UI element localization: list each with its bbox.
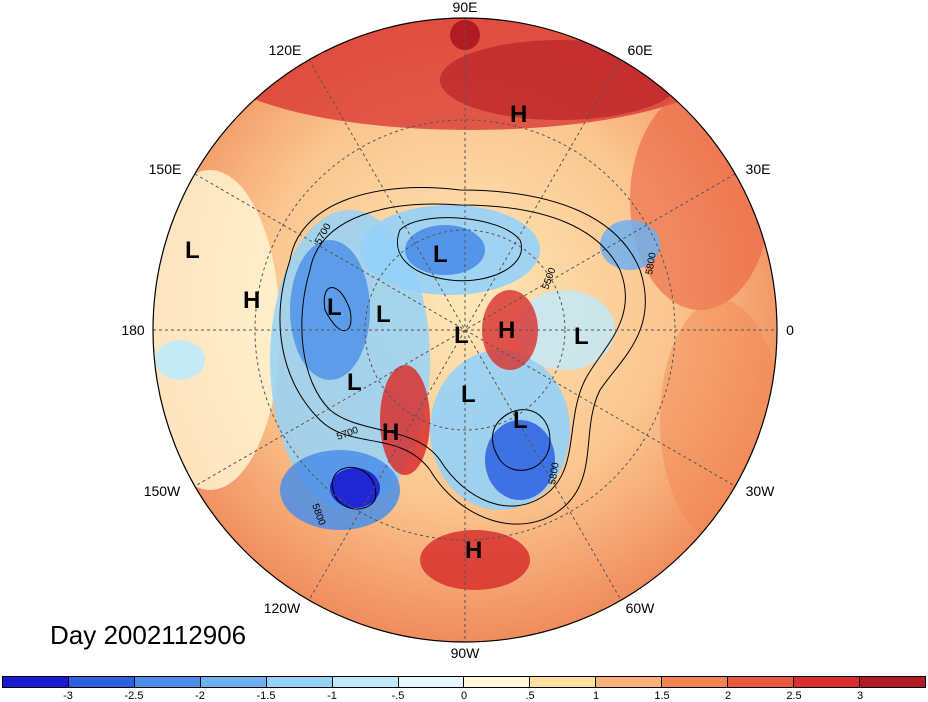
colorbar-labels: -3 -2.5 -2 -1.5 -1 -.5 0 .5 1 1.5 2 2.5 3 xyxy=(2,690,926,702)
colorbar-segment xyxy=(266,677,333,687)
lon-label: 120W xyxy=(264,600,301,616)
colorbar-tick-label: 2 xyxy=(724,690,732,702)
colorbar-segment xyxy=(398,677,465,687)
lon-label: 150E xyxy=(149,161,182,177)
colorbar-segment xyxy=(464,677,531,687)
low-pressure-center: L xyxy=(376,301,391,328)
colorbar-tick-label: 3 xyxy=(856,690,864,702)
colorbar-tick-label: -2 xyxy=(195,690,205,702)
colorbar-tick-label: 1.5 xyxy=(654,690,670,702)
colorbar-tick-label: 2.5 xyxy=(786,690,802,702)
lon-label: 90E xyxy=(453,0,478,15)
colorbar-segment xyxy=(332,677,399,687)
colorbar-tick-label: 1 xyxy=(592,690,600,702)
lon-label: 150W xyxy=(144,483,181,499)
colorbar xyxy=(2,676,926,688)
low-pressure-center: L xyxy=(461,381,476,408)
colorbar-tick-label: -.5 xyxy=(391,690,405,702)
height-contours xyxy=(279,187,646,525)
colorbar-segment xyxy=(859,677,925,687)
high-pressure-center: H xyxy=(243,287,260,314)
low-pressure-center: L xyxy=(574,323,589,350)
lon-label: 30E xyxy=(746,161,771,177)
lon-label: 60E xyxy=(628,42,653,58)
low-pressure-center: L xyxy=(454,322,469,349)
colorbar-tick-label: -1.5 xyxy=(256,690,276,702)
map-boundary xyxy=(152,17,778,643)
lon-label: 120E xyxy=(269,42,302,58)
pressure-centers: H L L H L L L H L L L H L H xyxy=(185,101,589,564)
map-title: Day 2002112906 xyxy=(50,620,247,650)
colorbar-tick-label: .5 xyxy=(525,690,535,702)
colorbar-segment xyxy=(794,677,860,687)
lon-label: 180 xyxy=(121,322,145,338)
longitude-labels: 90E 60E 30E 0 30W 60W 90W 120W 150W 180 … xyxy=(121,0,794,661)
colorbar-segment xyxy=(200,677,267,687)
high-pressure-center: H xyxy=(465,537,482,564)
lon-label: 90W xyxy=(451,645,481,661)
low-pressure-center: L xyxy=(185,237,200,264)
low-pressure-center: L xyxy=(327,294,342,321)
low-pressure-center: L xyxy=(513,407,528,434)
colorbar-segment xyxy=(662,677,729,687)
graticule xyxy=(153,18,777,642)
high-pressure-center: H xyxy=(498,317,515,344)
colorbar-tick-label: 0 xyxy=(460,690,468,702)
colorbar-segment xyxy=(134,677,201,687)
colorbar-segment xyxy=(596,677,663,687)
contour-label: 5800 xyxy=(547,461,562,485)
contour-label: 5800 xyxy=(644,251,659,275)
colorbar-tick-label: -2.5 xyxy=(124,690,144,702)
lon-label: 60W xyxy=(626,600,656,616)
colorbar-tick-label: -3 xyxy=(63,690,73,702)
colorbar-segment xyxy=(728,677,795,687)
low-pressure-center: L xyxy=(433,241,448,268)
lon-label: 30W xyxy=(746,483,776,499)
high-pressure-center: H xyxy=(382,419,399,446)
colorbar-tick-label: -1 xyxy=(327,690,337,702)
colorbar-segment xyxy=(68,677,135,687)
lon-label: 0 xyxy=(786,322,794,338)
colorbar-segment xyxy=(3,677,69,687)
low-pressure-center: L xyxy=(347,369,362,396)
high-pressure-center: H xyxy=(510,101,527,128)
colorbar-segment xyxy=(530,677,597,687)
